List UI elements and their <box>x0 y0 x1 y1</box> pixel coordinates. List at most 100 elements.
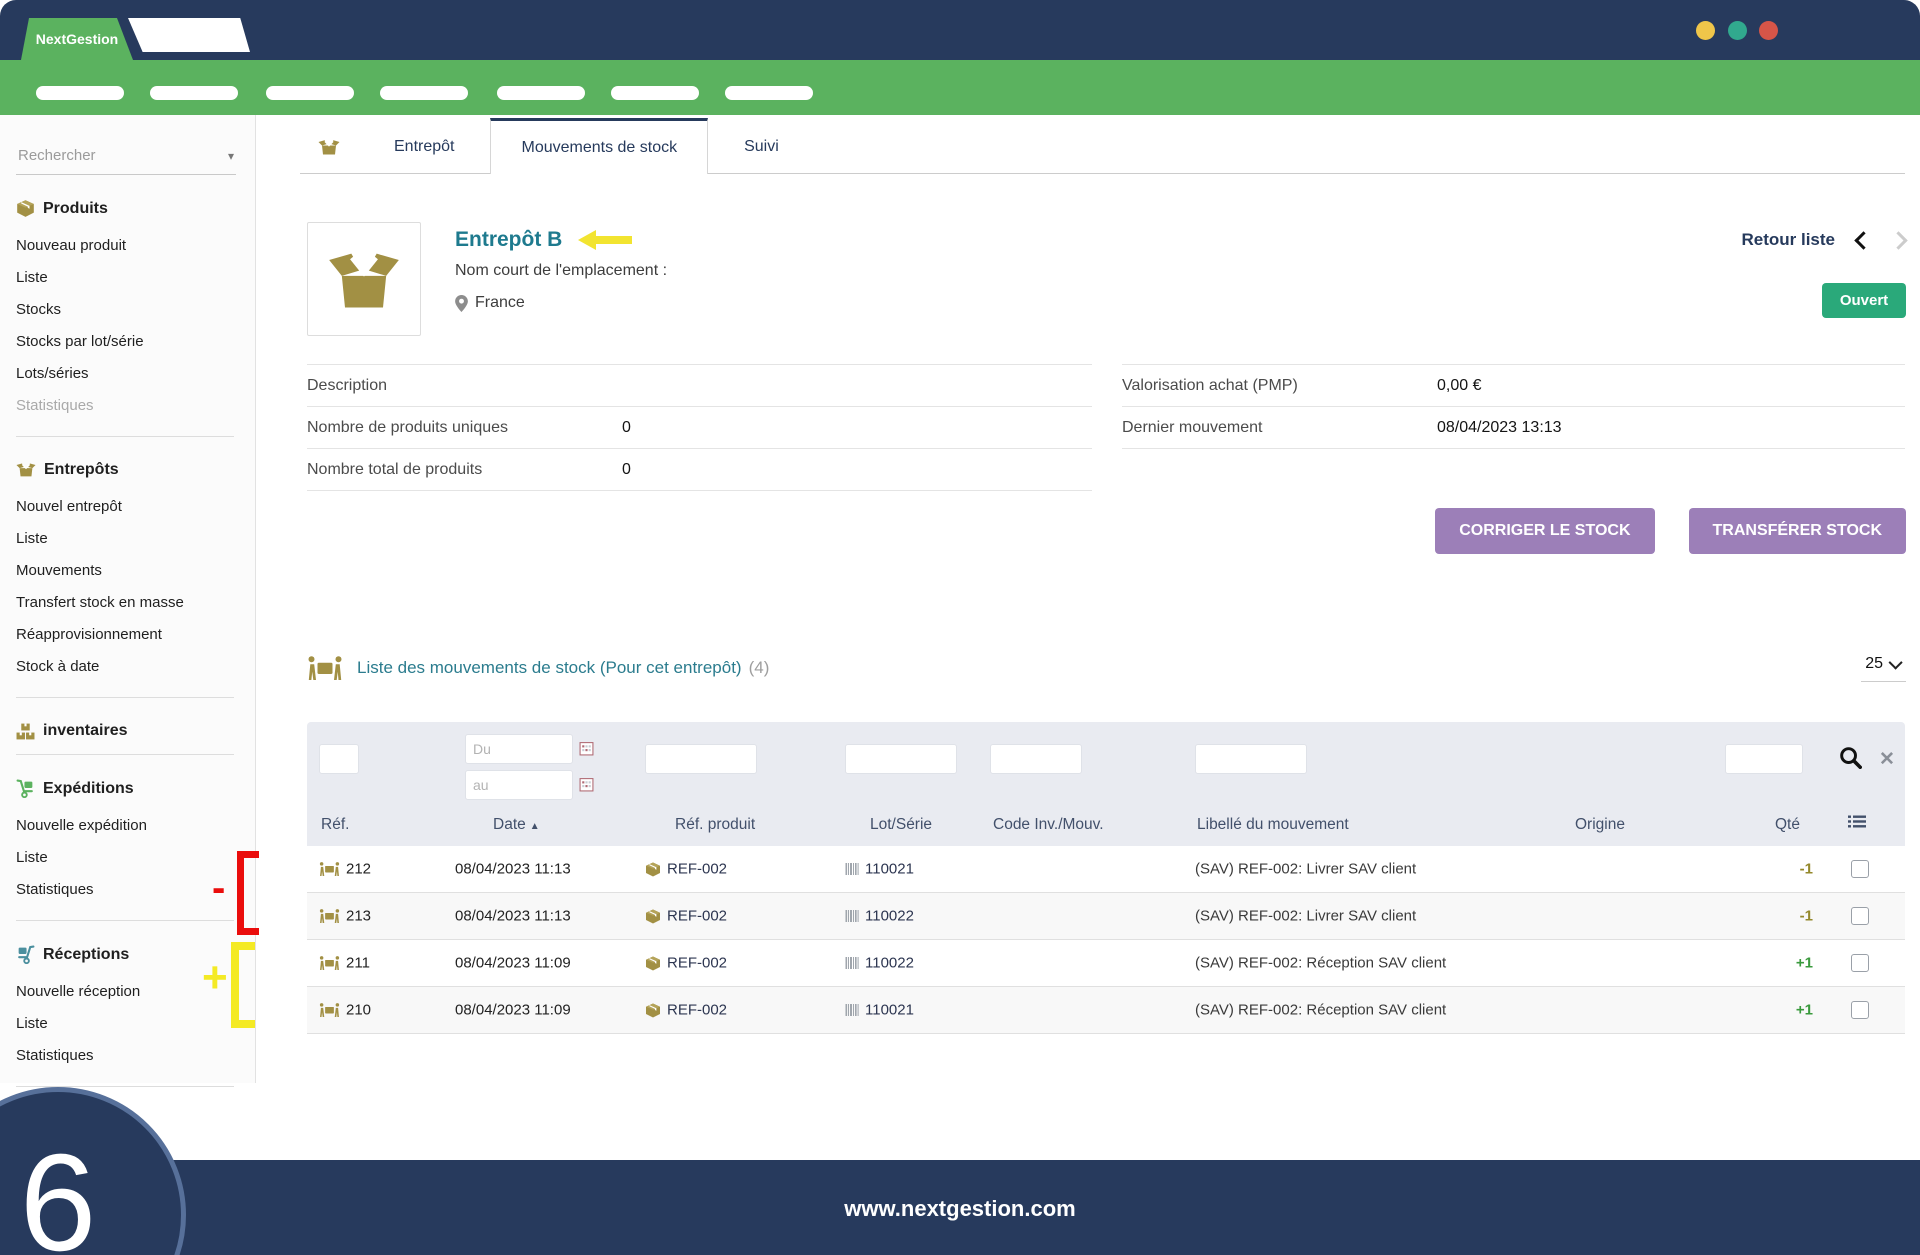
search-icon[interactable] <box>1839 746 1862 769</box>
movement-ref[interactable]: 212 <box>319 861 371 878</box>
annotation-arrow-left <box>578 230 634 250</box>
sidebar-section-receptions[interactable]: Réceptions <box>16 945 241 964</box>
sidebar-item-mouvements[interactable]: Mouvements <box>16 562 102 579</box>
movement-carriers-icon <box>319 1003 340 1017</box>
movement-date: 08/04/2023 11:09 <box>455 1001 571 1019</box>
chevron-right-icon[interactable] <box>1889 230 1908 250</box>
row-checkbox[interactable] <box>1851 860 1869 878</box>
sidebar-item-produits-liste[interactable]: Liste <box>16 269 48 286</box>
movement-lot[interactable]: 110021 <box>845 1002 914 1019</box>
column-header-origin[interactable]: Origine <box>1575 816 1625 833</box>
sidebar-item-reapprovisionnement[interactable]: Réapprovisionnement <box>16 626 162 643</box>
step-number-badge: 6 <box>0 1087 186 1255</box>
detail-row-dernier-mouvement: Dernier mouvement 08/04/2023 13:13 <box>1122 407 1905 449</box>
sidebar-item-stock-a-date[interactable]: Stock à date <box>16 658 100 675</box>
column-header-date[interactable]: Date ▲ <box>493 816 540 833</box>
warehouse-thumbnail <box>307 222 421 336</box>
calendar-icon[interactable] <box>579 777 594 792</box>
column-options-icon[interactable] <box>1848 814 1866 829</box>
sidebar-item-stocks[interactable]: Stocks <box>16 301 62 318</box>
tab-entrepot[interactable]: Entrepôt <box>394 138 455 155</box>
tab-mouvements-de-stock[interactable]: Mouvements de stock <box>490 118 709 174</box>
divider <box>16 754 234 755</box>
detail-row-produits-uniques: Nombre de produits uniques 0 <box>307 407 1092 449</box>
movement-product[interactable]: REF-002 <box>645 861 727 878</box>
status-open-button[interactable]: Ouvert <box>1822 283 1906 318</box>
annotation-minus-label: - <box>212 866 226 910</box>
nav-pill[interactable] <box>497 86 585 100</box>
sidebar-item-receptions-liste[interactable]: Liste <box>16 1015 48 1032</box>
sidebar-item-stocks-par-lot[interactable]: Stocks par lot/série <box>16 333 144 350</box>
brand-tab[interactable]: NextGestion <box>21 18 133 60</box>
nav-pill[interactable] <box>150 86 238 100</box>
secondary-tab[interactable] <box>128 18 250 52</box>
filter-date-from-input[interactable] <box>465 734 573 764</box>
window-dot-red[interactable] <box>1759 21 1778 40</box>
column-header-code[interactable]: Code Inv./Mouv. <box>993 816 1104 833</box>
tab-suivi[interactable]: Suivi <box>744 138 779 155</box>
sidebar-section-produits[interactable]: Produits <box>16 199 241 218</box>
movement-ref[interactable]: 210 <box>319 1002 371 1019</box>
movement-ref[interactable]: 211 <box>319 955 370 972</box>
sidebar-item-receptions-statistiques[interactable]: Statistiques <box>16 1047 94 1064</box>
movement-product[interactable]: REF-002 <box>645 1002 727 1019</box>
sidebar-section-entrepots[interactable]: Entrepôts <box>16 461 241 479</box>
nav-pill[interactable] <box>611 86 699 100</box>
calendar-icon[interactable] <box>579 741 594 756</box>
window-dot-green[interactable] <box>1728 21 1747 40</box>
row-checkbox[interactable] <box>1851 907 1869 925</box>
page-size-select[interactable]: 25 <box>1861 653 1906 682</box>
nav-pill[interactable] <box>725 86 813 100</box>
sidebar-search[interactable]: Rechercher ▾ <box>16 145 236 175</box>
movement-product[interactable]: REF-002 <box>645 908 727 925</box>
nav-pill[interactable] <box>36 86 124 100</box>
movement-lot[interactable]: 110021 <box>845 861 914 878</box>
nav-pill[interactable] <box>380 86 468 100</box>
box-icon <box>17 200 34 217</box>
movement-ref[interactable]: 213 <box>319 908 371 925</box>
column-header-lot[interactable]: Lot/Série <box>870 816 933 833</box>
table-filter-header: ✕ Réf. Date▲ Réf. produit Lot/Série Code… <box>307 722 1905 846</box>
back-to-list-link[interactable]: Retour liste <box>1741 230 1835 249</box>
sidebar-item-lots-series[interactable]: Lots/séries <box>16 365 89 382</box>
sidebar-item-produits-statistiques[interactable]: Statistiques <box>16 397 94 414</box>
sidebar-item-nouvelle-expedition[interactable]: Nouvelle expédition <box>16 817 147 834</box>
movements-title: Liste des mouvements de stock (Pour cet … <box>357 657 742 677</box>
filter-qty-input[interactable] <box>1725 744 1803 774</box>
shipping-cart-icon <box>16 779 33 798</box>
chevron-left-icon[interactable] <box>1854 230 1873 250</box>
clear-filters-icon[interactable]: ✕ <box>1879 749 1895 770</box>
sidebar-item-expeditions-statistiques[interactable]: Statistiques <box>16 881 94 898</box>
filter-date-to-input[interactable] <box>465 770 573 800</box>
column-header-qty[interactable]: Qté <box>1775 816 1800 833</box>
column-header-label[interactable]: Libellé du mouvement <box>1197 816 1349 833</box>
sidebar-item-nouvel-entrepot[interactable]: Nouvel entrepôt <box>16 498 122 515</box>
correct-stock-button[interactable]: CORRIGER LE STOCK <box>1435 508 1655 554</box>
movement-product[interactable]: REF-002 <box>645 955 727 972</box>
sidebar-item-nouveau-produit[interactable]: Nouveau produit <box>16 237 127 254</box>
filter-label-input[interactable] <box>1195 744 1307 774</box>
column-header-product[interactable]: Réf. produit <box>675 816 756 833</box>
row-checkbox[interactable] <box>1851 954 1869 972</box>
column-header-ref[interactable]: Réf. <box>321 816 350 833</box>
sidebar-item-entrepots-liste[interactable]: Liste <box>16 530 48 547</box>
row-checkbox[interactable] <box>1851 1001 1869 1019</box>
filter-product-input[interactable] <box>645 744 757 774</box>
movement-lot[interactable]: 110022 <box>845 908 914 925</box>
sidebar-item-expeditions-liste[interactable]: Liste <box>16 849 48 866</box>
sidebar-item-transfert-stock[interactable]: Transfert stock en masse <box>16 594 184 611</box>
window-dot-yellow[interactable] <box>1696 21 1715 40</box>
filter-code-input[interactable] <box>990 744 1082 774</box>
sidebar-section-expeditions[interactable]: Expéditions <box>16 779 241 798</box>
nav-pill[interactable] <box>266 86 354 100</box>
sidebar-item-nouvelle-reception[interactable]: Nouvelle réception <box>16 983 141 1000</box>
warehouse-icon <box>16 463 36 477</box>
movement-lot[interactable]: 110022 <box>845 955 914 972</box>
record-location: France <box>455 294 525 312</box>
transfer-stock-button[interactable]: TRANSFÉRER STOCK <box>1688 508 1906 554</box>
filter-ref-input[interactable] <box>319 744 359 774</box>
chevron-down-icon <box>1888 655 1903 670</box>
sidebar-section-inventaires[interactable]: inventaires <box>16 722 241 740</box>
movement-label: (SAV) REF-002: Livrer SAV client <box>1195 907 1417 925</box>
filter-lot-input[interactable] <box>845 744 957 774</box>
